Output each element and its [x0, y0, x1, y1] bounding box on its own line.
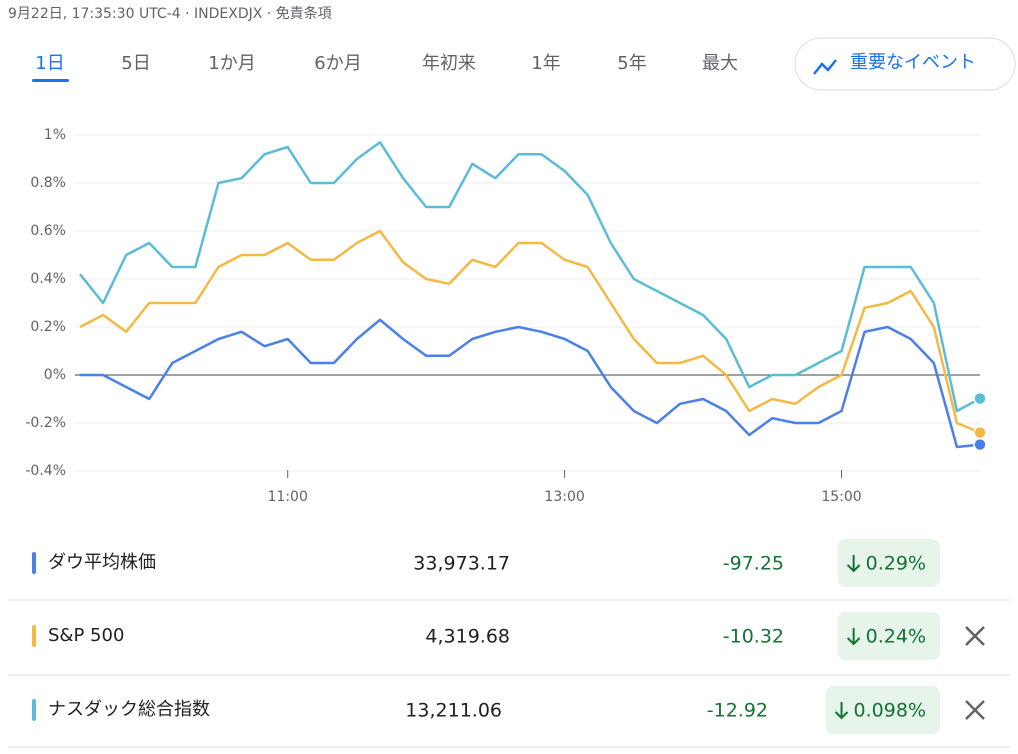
- row-price: 4,319.68: [425, 626, 510, 648]
- percent-pill: [837, 612, 940, 660]
- row-percent: 0.29%: [866, 553, 926, 575]
- row-name: ナスダック総合指数: [48, 699, 210, 720]
- series-swatch: [32, 552, 36, 574]
- row-percent: 0.098%: [854, 700, 926, 722]
- series-line: [80, 318, 981, 449]
- remove-icon[interactable]: [965, 626, 985, 646]
- down-arrow: [846, 555, 861, 573]
- row-price: 13,211.06: [405, 700, 502, 722]
- active-tab-underline: [32, 79, 69, 82]
- row-change: -10.32: [723, 626, 784, 648]
- event-button[interactable]: [794, 37, 1016, 91]
- y-tick-label: 0.2%: [30, 319, 66, 335]
- y-tick-label: 1%: [44, 127, 66, 143]
- y-tick-label: 0.4%: [30, 271, 66, 287]
- down-arrow: [846, 628, 861, 646]
- remove-icon[interactable]: [965, 700, 985, 720]
- series-swatch: [32, 625, 36, 647]
- tab[interactable]: 年初来: [422, 53, 476, 74]
- tab[interactable]: 1年: [531, 53, 560, 74]
- row-name: S&P 500: [48, 625, 124, 646]
- percent-pill: [825, 686, 940, 734]
- series-line: [79, 140, 981, 413]
- header-info: 9月22日, 17:35:30 UTC-4 · INDEXDJX · 免責条項: [8, 5, 332, 22]
- event-icon: [813, 59, 837, 75]
- x-tick-label: 15:00: [821, 489, 861, 505]
- percent-pill: [837, 539, 940, 587]
- series-swatch: [32, 699, 36, 721]
- y-tick-label: -0.2%: [25, 415, 66, 431]
- x-tick-label: 13:00: [544, 489, 584, 505]
- tab[interactable]: 5年: [617, 53, 646, 74]
- x-tick-label: 11:00: [268, 489, 308, 505]
- down-arrow: [834, 702, 849, 720]
- tab[interactable]: 6か月: [314, 53, 361, 74]
- series-line: [79, 229, 981, 434]
- row-change: -97.25: [723, 553, 784, 575]
- y-tick-label: 0.6%: [30, 223, 66, 239]
- row-price: 33,973.17: [413, 553, 510, 575]
- y-tick-label: 0.8%: [30, 175, 66, 191]
- y-tick-label: 0%: [44, 367, 66, 383]
- last-point: [973, 425, 987, 440]
- tab[interactable]: 5日: [121, 53, 150, 74]
- event-button-label[interactable]: 重要なイベント: [850, 52, 976, 73]
- tab[interactable]: 1か月: [208, 53, 255, 74]
- tab[interactable]: 最大: [702, 53, 738, 74]
- row-change: -12.92: [707, 700, 768, 722]
- row-percent: 0.24%: [866, 626, 926, 648]
- tab[interactable]: 1日: [35, 53, 64, 74]
- row-name: ダウ平均株価: [48, 552, 156, 573]
- last-point: [973, 437, 987, 452]
- y-tick-label: -0.4%: [25, 463, 66, 479]
- last-point: [973, 391, 987, 406]
